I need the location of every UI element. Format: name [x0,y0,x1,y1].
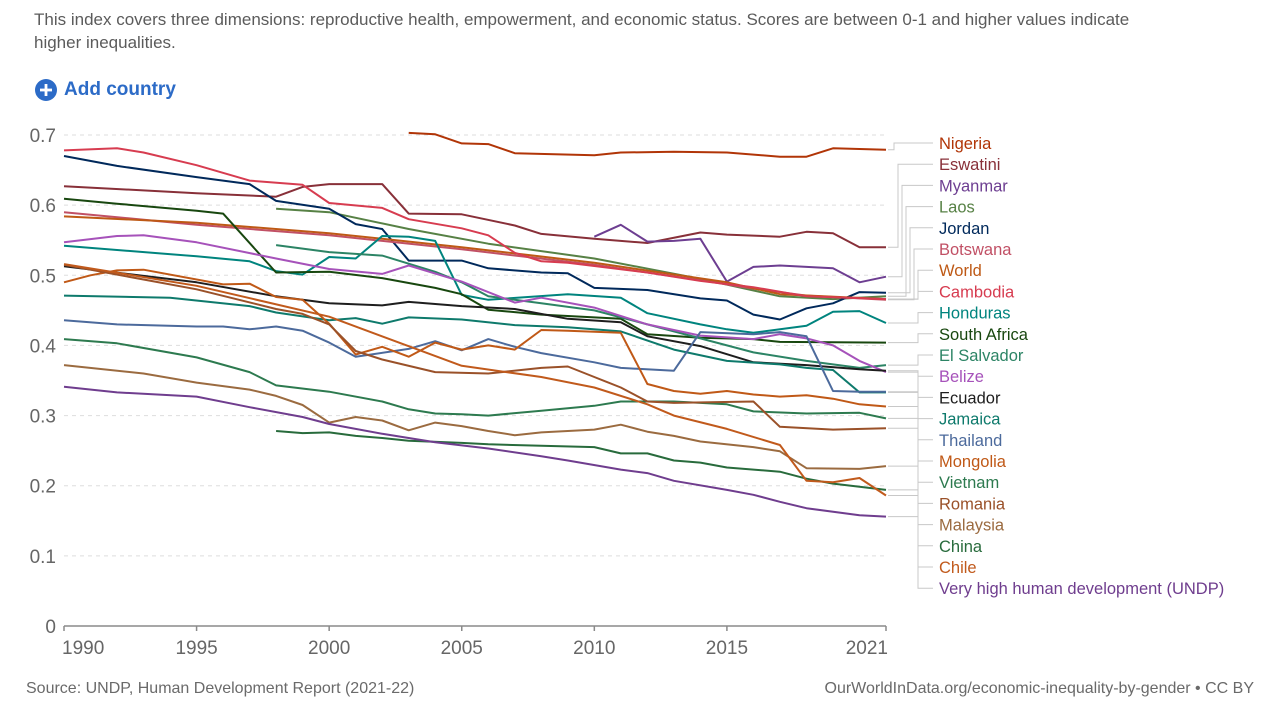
x-tick-label: 1995 [175,638,217,659]
legend-label[interactable]: Vietnam [939,474,999,492]
x-tick-label: 1990 [62,638,104,659]
legend-leader-line [888,206,933,297]
series-line-myanmar[interactable] [593,223,887,284]
series-line-malaysia[interactable] [63,364,887,470]
legend-label[interactable]: Chile [939,559,977,577]
legend-label[interactable]: Botswana [939,241,1012,259]
legend-leader-line [888,248,933,301]
legend-leader-line [888,406,933,462]
legend-label[interactable]: El Salvador [939,347,1024,365]
line-chart: 0 0.1 0.2 0.3 0.4 0.5 0.6 0.7 1990 1995 2000 2005 20… [30,126,1225,659]
legend-leader-line [888,184,933,278]
legend-leader-line [888,391,933,420]
series-line-belize[interactable] [63,234,887,374]
y-tick-label: 0.2 [30,477,56,498]
legend-label[interactable]: Ecuador [939,389,1001,407]
y-tick-label: 0.5 [30,266,56,287]
chart-subtitle: This index covers three dimensions: repr… [34,10,1130,52]
x-tick-label: 2000 [308,638,350,659]
legend-label[interactable]: Cambodia [939,283,1015,301]
legend-label[interactable]: Eswatini [939,156,1000,174]
legend-label[interactable]: Romania [939,495,1006,513]
legend-label[interactable]: Nigeria [939,135,992,153]
series-line-romania[interactable] [63,263,887,431]
legend-leader-line [888,227,933,294]
y-tick-label: 0.7 [30,126,56,147]
plus-circle-icon [35,79,57,101]
legend-leader-line [888,333,933,344]
y-tick-label: 0.1 [30,547,56,568]
series-line-nigeria[interactable] [408,131,887,158]
x-tick-label: 2005 [441,638,483,659]
series-lines [63,131,887,518]
legend-label[interactable]: Thailand [939,432,1002,450]
legend-leader-line [888,312,933,324]
series-line-jamaica[interactable] [63,294,886,394]
legend-leader-line [888,370,933,398]
legend-label[interactable]: World [939,262,982,280]
legend-leader-line [888,142,933,151]
x-tick-label: 2010 [573,638,615,659]
legend-label[interactable]: Myanmar [939,177,1008,195]
series-line-jordan[interactable] [63,155,887,321]
legend-label[interactable]: South Africa [939,326,1029,344]
series-line-very-high-human-development-undp[interactable] [63,385,887,518]
source-note: Source: UNDP, Human Development Report (… [26,680,415,697]
legend-label[interactable]: Laos [939,199,975,217]
legend-leader-line [888,371,933,377]
legend-leader-line [888,391,933,441]
y-tick-label: 0.3 [30,407,56,428]
legend-leader-line [888,163,933,248]
legend-label[interactable]: Belize [939,368,984,386]
y-tick-label: 0.4 [30,336,57,357]
legend-leader-line [888,495,933,568]
license-link[interactable]: OurWorldInData.org/economic-inequality-b… [824,680,1255,697]
axes: 0 0.1 0.2 0.3 0.4 0.5 0.6 0.7 1990 1995 2000 2005 20… [30,126,888,659]
series-line-laos[interactable] [276,207,887,301]
legend-label[interactable]: Jamaica [939,411,1001,429]
legend-label[interactable]: Malaysia [939,517,1005,535]
series-line-chile[interactable] [63,263,887,497]
legend: Nigeria Eswatini Myanmar Laos Jordan Botswana… [888,135,1224,598]
y-tick-label: 0.6 [30,196,56,217]
series-line-china[interactable] [276,430,887,491]
series-line-vietnam[interactable] [63,338,887,420]
legend-label[interactable]: Jordan [939,220,989,238]
legend-label[interactable]: Honduras [939,305,1011,323]
legend-leader-line [888,489,933,547]
series-line-cambodia[interactable] [63,147,887,301]
legend-label[interactable]: Very high human development (UNDP) [939,580,1224,598]
x-tick-label: 2015 [706,638,748,659]
legend-leader-line [888,290,933,300]
add-country-label: Add country [64,79,176,100]
legend-leader-line [888,516,933,589]
legend-label[interactable]: China [939,538,983,556]
legend-label[interactable]: Mongolia [939,453,1007,471]
x-tick-label: 2021 [846,638,888,659]
series-line-south-africa[interactable] [63,197,887,344]
series-line-eswatini[interactable] [63,183,886,249]
series-line-thailand[interactable] [63,319,886,393]
y-tick-label: 0 [45,617,56,638]
series-line-world[interactable] [63,215,887,301]
series-line-el-salvador[interactable] [275,244,887,369]
add-country-button[interactable]: Add country [34,78,176,102]
series-line-mongolia[interactable] [63,268,887,408]
legend-leader-line [888,354,933,366]
